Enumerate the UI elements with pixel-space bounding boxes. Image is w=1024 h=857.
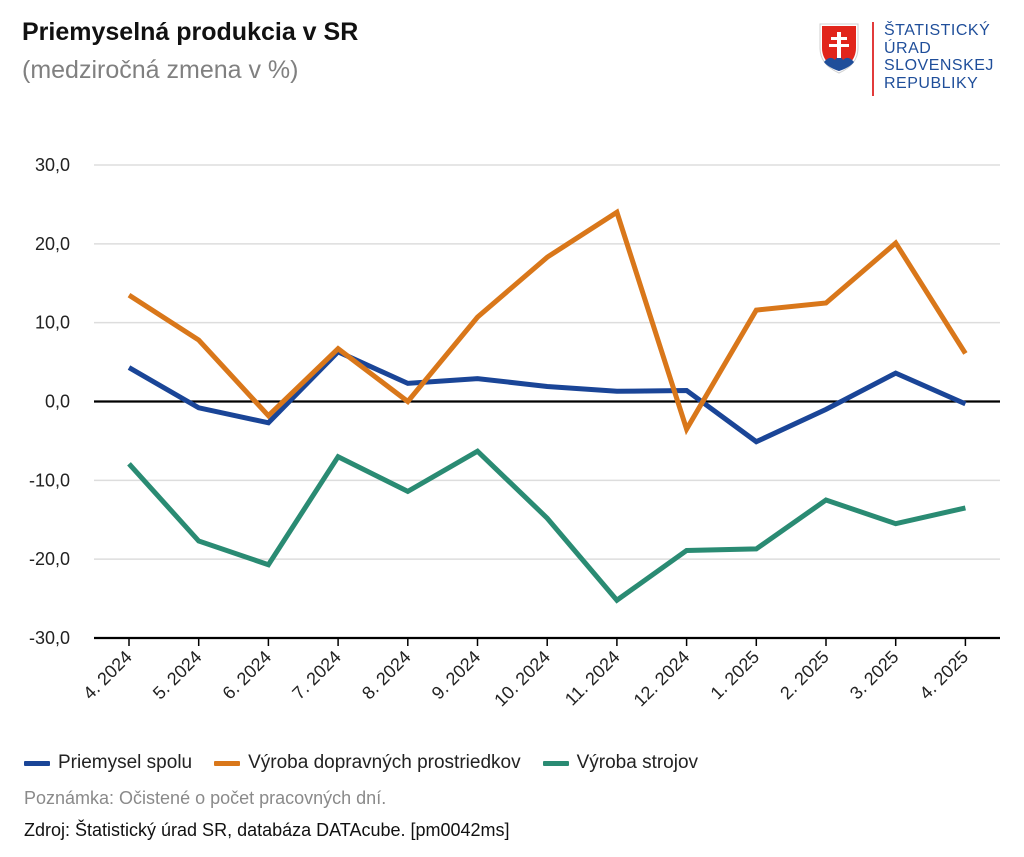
x-tick-label: 4. 2025 bbox=[916, 647, 973, 704]
footnote: Poznámka: Očistené o počet pracovných dn… bbox=[24, 788, 387, 808]
x-tick-label: 3. 2025 bbox=[846, 647, 903, 704]
line-chart: 30,0 20,0 10,0 0,0 -10,0 -20,0 -30,0 4. 2024 5. … bbox=[29, 155, 1000, 711]
y-tick-label: -20,0 bbox=[29, 549, 70, 569]
logo-line: ÚRAD bbox=[884, 39, 932, 57]
y-tick-label: 10,0 bbox=[35, 313, 70, 333]
legend-label: Výroba dopravných prostriedkov bbox=[248, 752, 521, 773]
x-tick-label: 11. 2024 bbox=[561, 647, 624, 710]
y-tick-label: 30,0 bbox=[35, 155, 70, 175]
y-tick-label: 20,0 bbox=[35, 234, 70, 254]
x-tick-label: 9. 2024 bbox=[428, 647, 485, 704]
chart-title: Priemyselná produkcia v SR bbox=[22, 18, 359, 46]
x-tick-label: 1. 2025 bbox=[707, 647, 764, 704]
y-tick-label: 0,0 bbox=[45, 392, 70, 412]
x-tick-label: 6. 2024 bbox=[219, 647, 276, 704]
source-note: Zdroj: Štatistický úrad SR, databáza DAT… bbox=[24, 820, 510, 840]
logo-text: ŠTATISTICKÝ ÚRAD SLOVENSKEJ REPUBLIKY bbox=[884, 22, 994, 92]
susr-logo: ŠTATISTICKÝ ÚRAD SLOVENSKEJ REPUBLIKY bbox=[818, 22, 1008, 102]
x-tick-label: 4. 2024 bbox=[79, 647, 136, 704]
series-line-2 bbox=[127, 208, 968, 436]
logo-line: SLOVENSKEJ bbox=[884, 57, 994, 74]
legend-swatch bbox=[542, 760, 569, 766]
chart-subtitle: (medziročná zmena v %) bbox=[22, 56, 299, 84]
y-tick-label: -30,0 bbox=[29, 628, 70, 648]
legend-label: Priemysel spolu bbox=[58, 752, 193, 773]
x-tick-label: 8. 2024 bbox=[358, 647, 415, 704]
x-tick-label: 10. 2024 bbox=[490, 647, 554, 711]
legend-swatch bbox=[214, 760, 241, 766]
logo-line: ŠTATISTICKÝ bbox=[884, 22, 991, 39]
coat-of-arms-icon bbox=[819, 23, 859, 74]
logo-line: REPUBLIKY bbox=[884, 74, 979, 92]
legend-item: Výroba strojov bbox=[542, 752, 699, 774]
x-tick-label: 7. 2024 bbox=[288, 647, 345, 704]
legend-label: Výroba strojov bbox=[576, 752, 699, 773]
legend-item: Výroba dopravných prostriedkov bbox=[214, 752, 521, 774]
legend: Priemysel spolu Výroba dopravných prostr… bbox=[24, 752, 698, 774]
x-tick-label: 2. 2025 bbox=[776, 647, 833, 704]
x-tick-label: 5. 2024 bbox=[149, 647, 206, 704]
legend-swatch bbox=[24, 760, 50, 766]
logo-divider bbox=[872, 22, 874, 96]
series-line-1 bbox=[127, 348, 967, 445]
legend-item: Priemysel spolu bbox=[24, 752, 192, 774]
series-line-3 bbox=[127, 448, 966, 604]
y-tick-label: -10,0 bbox=[29, 470, 70, 490]
x-tick-label: 12. 2024 bbox=[630, 647, 694, 711]
